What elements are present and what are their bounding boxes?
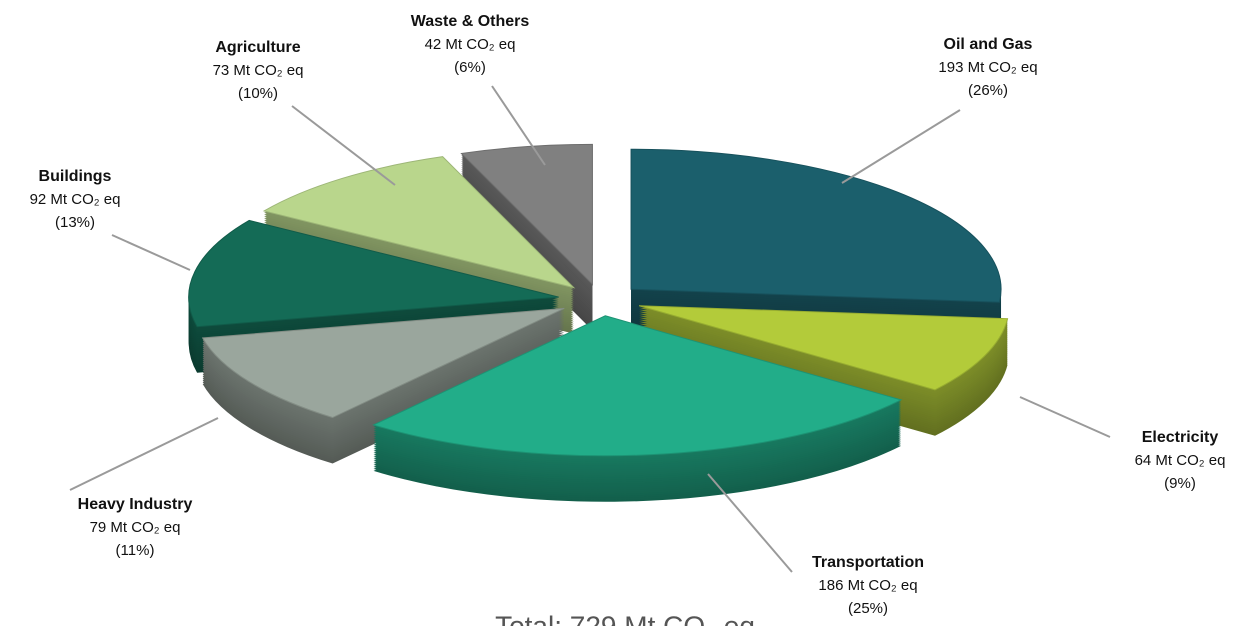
slice-top bbox=[630, 148, 1002, 303]
value-label: 92 Mt CO₂ eq bbox=[30, 191, 121, 208]
slice-name: Electricity bbox=[1142, 429, 1219, 446]
percent-label: (11%) bbox=[116, 542, 155, 559]
slice-top bbox=[201, 307, 565, 419]
leader-line bbox=[707, 473, 793, 573]
slice-name: Heavy Industry bbox=[78, 496, 193, 513]
leader-line bbox=[491, 85, 546, 166]
total-label: Total: 729 Mt CO₂ eq bbox=[495, 610, 755, 626]
percent-label: (26%) bbox=[968, 82, 1008, 99]
value-label: 64 Mt CO₂ eq bbox=[1135, 452, 1226, 469]
slice-name: Waste & Others bbox=[411, 13, 530, 30]
leader-line bbox=[291, 105, 396, 186]
percent-label: (9%) bbox=[1164, 475, 1196, 492]
slice-name: Buildings bbox=[39, 168, 112, 185]
value-label: 42 Mt CO₂ eq bbox=[425, 36, 516, 53]
leader-line bbox=[111, 234, 191, 271]
slice-top bbox=[262, 156, 576, 289]
slice-top bbox=[639, 305, 1009, 391]
percent-label: (13%) bbox=[55, 214, 95, 231]
leader-line bbox=[841, 109, 961, 184]
percent-label: (10%) bbox=[238, 85, 278, 102]
slice-top bbox=[188, 219, 559, 328]
slice-name: Transportation bbox=[812, 554, 924, 571]
slice bbox=[630, 148, 1002, 349]
percent-label: (25%) bbox=[848, 600, 888, 617]
value-label: 193 Mt CO₂ eq bbox=[938, 59, 1037, 76]
slice-name: Agriculture bbox=[215, 39, 300, 56]
slice-name: Oil and Gas bbox=[944, 36, 1033, 53]
slice-top bbox=[372, 315, 903, 457]
slice-top bbox=[460, 143, 593, 286]
leader-line bbox=[69, 417, 219, 491]
percent-label: (6%) bbox=[454, 59, 486, 76]
leader-line bbox=[1019, 396, 1111, 438]
slice bbox=[372, 315, 903, 502]
value-label: 79 Mt CO₂ eq bbox=[90, 519, 181, 536]
slice bbox=[201, 307, 565, 464]
value-label: 186 Mt CO₂ eq bbox=[818, 577, 917, 594]
value-label: 73 Mt CO₂ eq bbox=[213, 62, 304, 79]
